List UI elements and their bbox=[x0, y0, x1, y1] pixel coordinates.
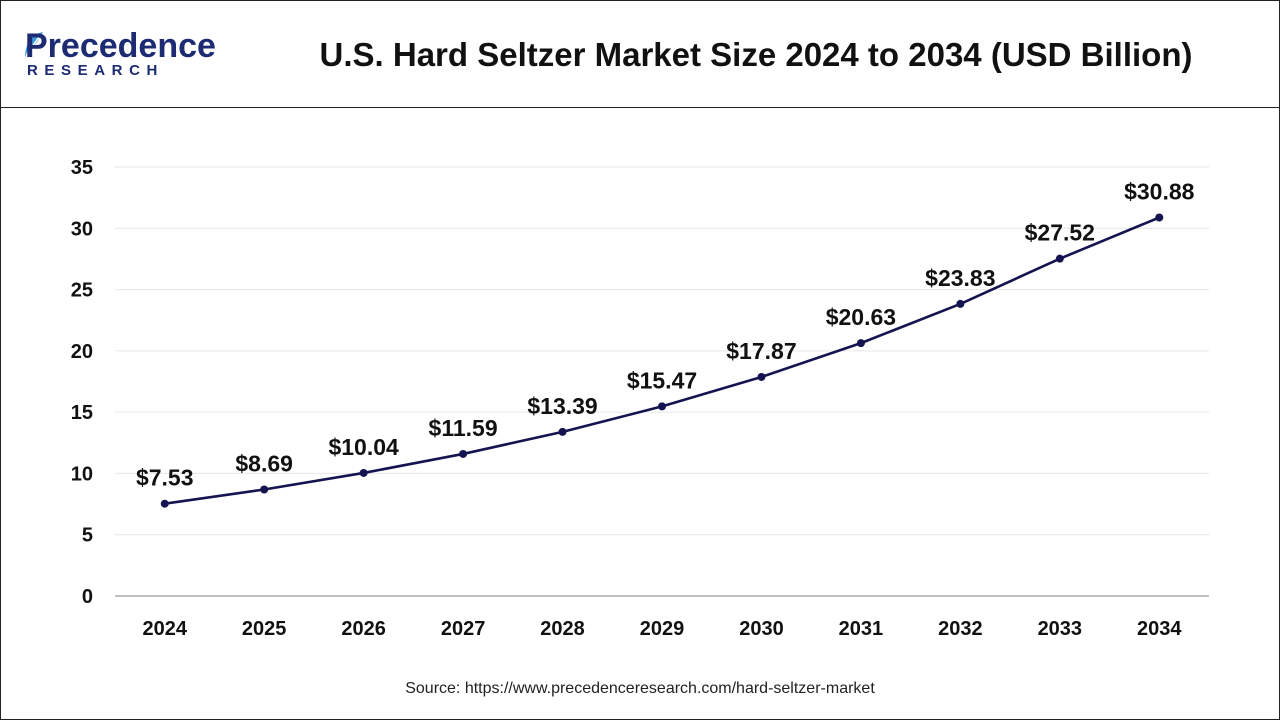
data-label: $20.63 bbox=[826, 304, 896, 330]
data-point bbox=[757, 372, 766, 381]
data-label: $27.52 bbox=[1025, 220, 1095, 246]
data-point bbox=[856, 339, 865, 348]
header: Precedence RESEARCH U.S. Hard Seltzer Ma… bbox=[1, 1, 1279, 108]
data-label: $13.39 bbox=[527, 393, 597, 419]
chart-title: U.S. Hard Seltzer Market Size 2024 to 20… bbox=[319, 36, 1193, 73]
x-tick-label: 2029 bbox=[640, 618, 685, 640]
x-tick-label: 2025 bbox=[242, 618, 287, 640]
data-point bbox=[558, 427, 567, 436]
y-tick-label: 5 bbox=[82, 525, 93, 547]
data-label: $8.69 bbox=[235, 450, 293, 476]
x-tick-label: 2024 bbox=[142, 618, 187, 640]
y-tick-label: 10 bbox=[71, 463, 93, 485]
data-labels: $7.53 $8.69 $10.04 $11.59 $13.39 $15.47 $17.87… bbox=[136, 178, 1195, 490]
data-label: $17.87 bbox=[726, 338, 796, 364]
series-line-layer bbox=[164, 216, 1160, 505]
data-label: $11.59 bbox=[429, 415, 498, 441]
data-point bbox=[359, 468, 368, 477]
data-point bbox=[1055, 254, 1064, 263]
gridlines bbox=[115, 166, 1209, 536]
y-tick-label: 30 bbox=[71, 218, 93, 240]
x-tick-label: 2030 bbox=[739, 618, 784, 640]
x-tick-label: 2031 bbox=[839, 618, 884, 640]
x-tick-label: 2028 bbox=[540, 618, 585, 640]
data-point bbox=[1155, 213, 1164, 222]
data-label: $23.83 bbox=[925, 265, 995, 291]
leaf-icon bbox=[25, 32, 43, 58]
logo-wordmark: Precedence bbox=[25, 27, 216, 65]
x-tick-label: 2034 bbox=[1137, 618, 1182, 640]
data-point bbox=[956, 299, 965, 308]
data-point bbox=[658, 402, 666, 411]
data-label: $10.04 bbox=[328, 434, 399, 460]
data-label: $7.53 bbox=[136, 465, 194, 491]
y-tick-label: 35 bbox=[71, 157, 93, 179]
series-line bbox=[164, 216, 1160, 505]
data-label: $30.88 bbox=[1124, 178, 1195, 204]
x-tick-label: 2027 bbox=[441, 618, 486, 640]
x-tick-label: 2026 bbox=[341, 618, 386, 640]
data-point bbox=[160, 499, 169, 508]
data-label: $15.47 bbox=[627, 367, 697, 393]
x-tick-label: 2032 bbox=[938, 618, 983, 640]
source-note: Source: https://www.precedenceresearch.c… bbox=[405, 680, 875, 697]
data-point bbox=[260, 485, 269, 494]
x-tick-label: 2033 bbox=[1038, 618, 1083, 640]
x-axis-ticks: 2024 2025 2026 2027 2028 2029 2030 2031 2032 2033… bbox=[142, 618, 1182, 640]
y-axis-ticks: 0 5 10 15 20 25 30 35 bbox=[71, 157, 93, 608]
y-tick-label: 25 bbox=[71, 280, 93, 302]
data-point bbox=[459, 449, 468, 458]
logo-subtitle: RESEARCH bbox=[27, 62, 164, 79]
y-tick-label: 0 bbox=[82, 586, 93, 608]
y-tick-label: 15 bbox=[71, 402, 93, 424]
markers bbox=[160, 213, 1164, 508]
brand-logo: Precedence RESEARCH bbox=[23, 27, 223, 83]
y-tick-label: 20 bbox=[71, 341, 93, 363]
